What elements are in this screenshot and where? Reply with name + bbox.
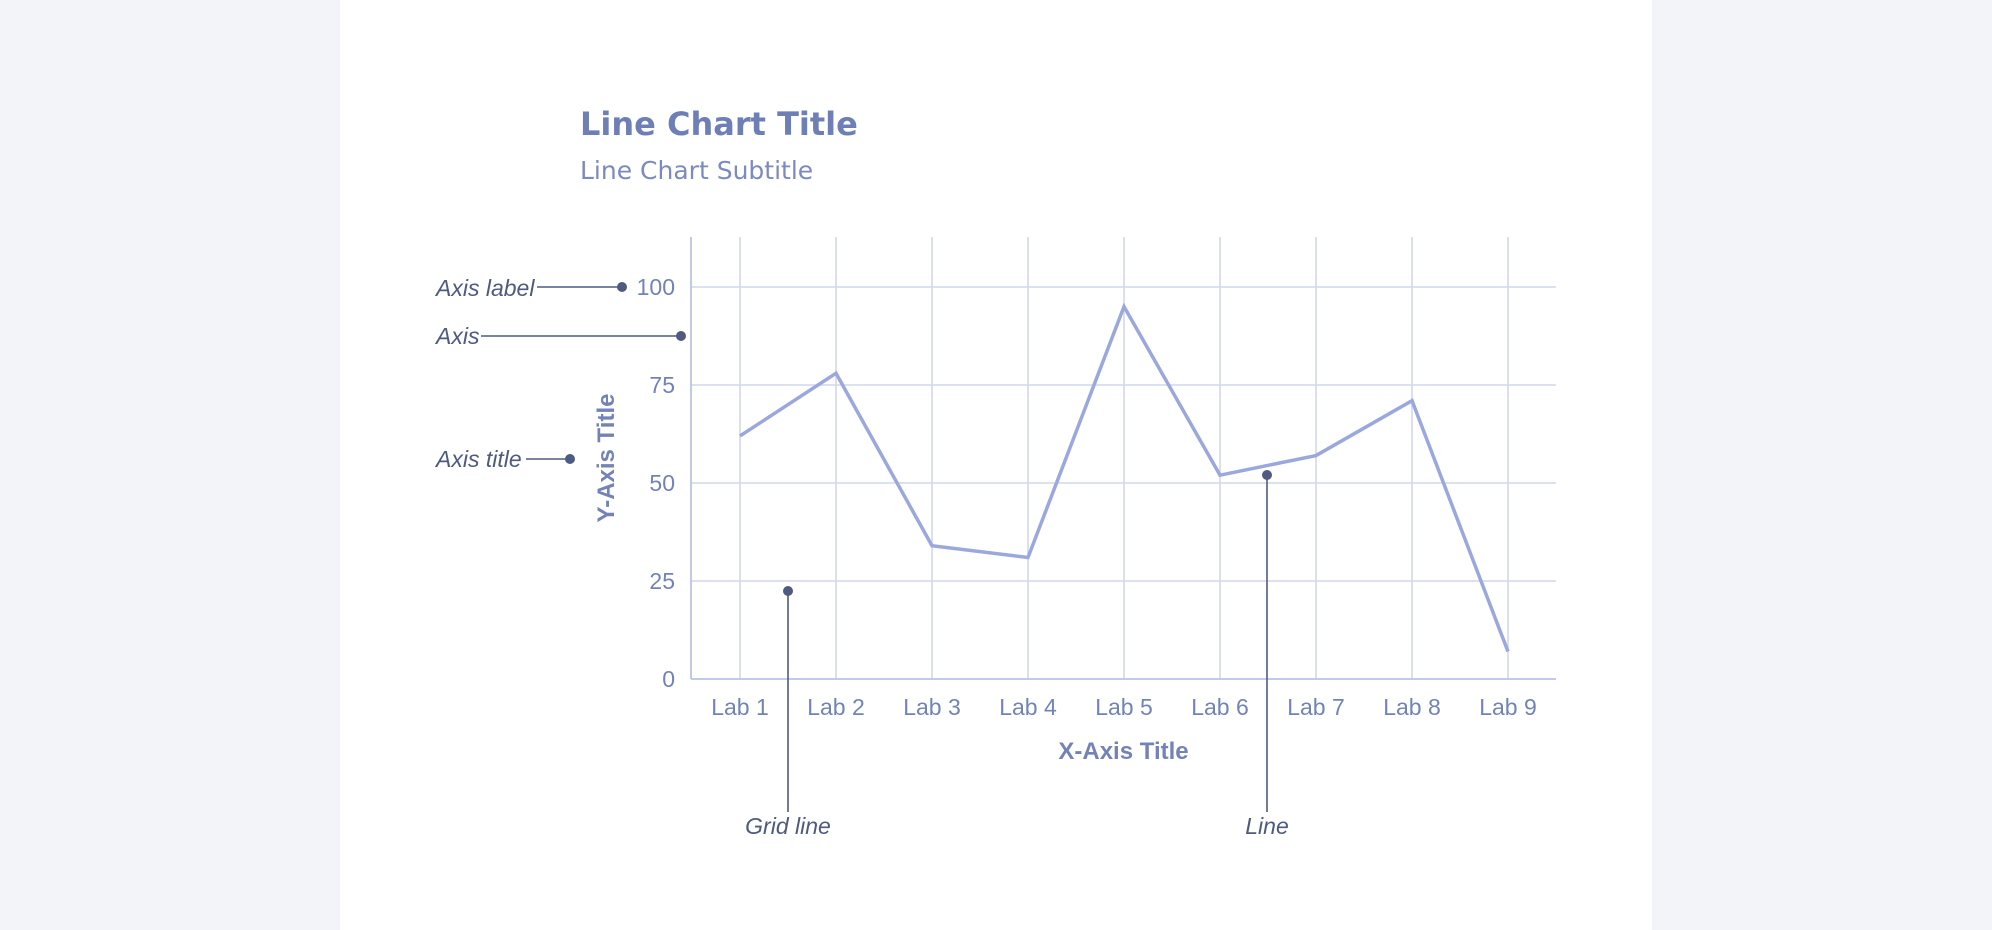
x-tick-label: Lab 8	[1383, 694, 1441, 720]
annotation-axis: Axis	[434, 323, 480, 349]
x-tick-label: Lab 7	[1287, 694, 1345, 720]
x-tick-label: Lab 3	[903, 694, 961, 720]
annotation-line: Line	[1245, 813, 1288, 839]
annotation-axis-label: Axis label	[434, 275, 535, 301]
y-tick-label: 75	[649, 372, 675, 398]
y-axis-title: Y-Axis Title	[593, 394, 620, 523]
y-tick-label: 25	[649, 568, 675, 594]
annotation-axis-dot	[676, 331, 686, 341]
annotation-axis-label-dot	[617, 282, 627, 292]
annotation-grid-line: Grid line	[745, 813, 831, 839]
x-tick-label: Lab 9	[1479, 694, 1537, 720]
annotation-line-dot	[1262, 470, 1272, 480]
chart-subtitle: Line Chart Subtitle	[580, 156, 813, 185]
x-tick-label: Lab 4	[999, 694, 1057, 720]
line-chart: Line Chart Title Line Chart Subtitle 0 25…	[434, 105, 1556, 839]
chart-title: Line Chart Title	[580, 105, 858, 143]
y-tick-label: 100	[637, 274, 675, 300]
x-tick-label: Lab 5	[1095, 694, 1153, 720]
x-tick-label: Lab 1	[711, 694, 769, 720]
annotation-axis-title-dot	[565, 454, 575, 464]
chart-card: Line Chart Title Line Chart Subtitle 0 25…	[340, 0, 1652, 930]
x-axis-title: X-Axis Title	[1058, 738, 1188, 765]
x-tick-label: Lab 6	[1191, 694, 1249, 720]
y-tick-label: 50	[649, 470, 675, 496]
annotation-grid-line-dot	[783, 586, 793, 596]
annotation-axis-title: Axis title	[434, 446, 522, 472]
y-tick-label: 0	[662, 666, 675, 692]
x-tick-label: Lab 2	[807, 694, 865, 720]
